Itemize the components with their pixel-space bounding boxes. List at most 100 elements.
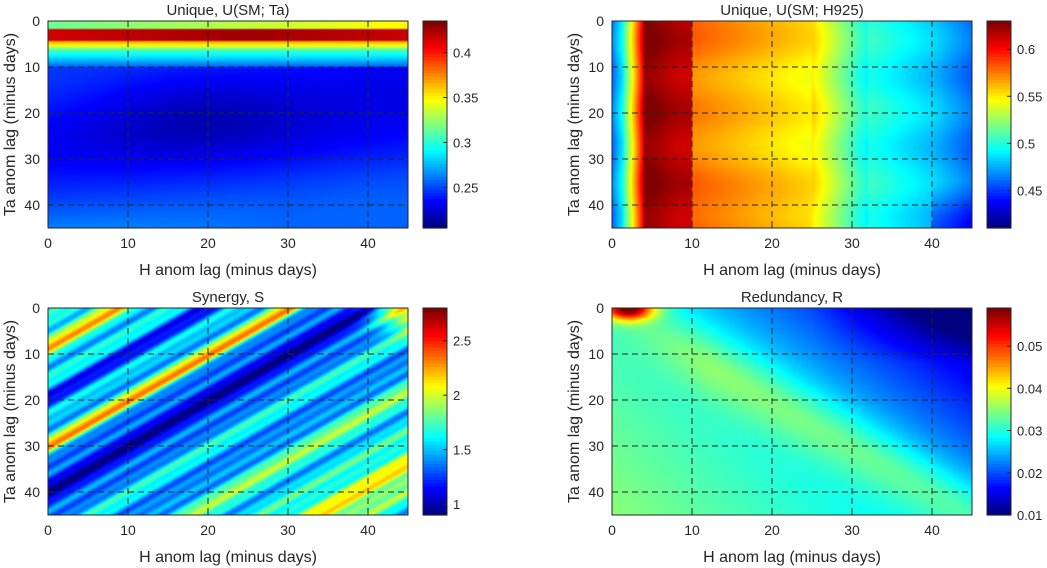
colorbar-segment xyxy=(423,508,447,513)
x-tick-label: 0 xyxy=(44,235,52,251)
y-tick-label: 40 xyxy=(24,484,40,500)
colorbar-segment xyxy=(987,202,1011,206)
colorbar-segment xyxy=(423,173,447,177)
colorbar-segment xyxy=(423,59,447,64)
colorbar-segment xyxy=(987,101,1011,106)
colorbar-segment xyxy=(987,489,1011,493)
colorbar-segment xyxy=(423,137,447,142)
colorbar-segment xyxy=(423,505,447,510)
colorbar-segment xyxy=(423,343,447,348)
colorbar-segment xyxy=(423,114,447,119)
x-tick-label: 30 xyxy=(844,235,860,251)
colorbar-segment xyxy=(423,498,447,503)
x-tick-label: 20 xyxy=(764,522,780,538)
colorbar-tick-label: 0.25 xyxy=(453,181,478,196)
colorbar: 0.25 0.3 0.35 0.4 xyxy=(422,20,478,229)
y-axis-label: Ta anom lag (minus days) xyxy=(566,33,583,216)
heatmap-image xyxy=(48,308,408,515)
colorbar-segment xyxy=(423,398,447,403)
colorbar-segment xyxy=(987,24,1011,29)
colorbar-segment xyxy=(423,333,447,338)
colorbar-segment xyxy=(423,176,447,181)
colorbar-segment xyxy=(423,130,447,135)
colorbar-segment xyxy=(423,147,447,151)
colorbar-segment xyxy=(423,195,447,200)
colorbar-segment xyxy=(423,482,447,487)
colorbar-segment xyxy=(987,492,1011,497)
colorbar-segment xyxy=(987,495,1011,500)
colorbar-segment xyxy=(987,63,1011,67)
colorbar-segment xyxy=(987,192,1011,197)
colorbar-segment xyxy=(987,160,1011,164)
colorbar-segment xyxy=(987,46,1011,51)
x-axis-label: H anom lag (minus days) xyxy=(703,262,881,279)
colorbar-segment xyxy=(987,453,1011,458)
chart-title: Unique, U(SM; Ta) xyxy=(166,2,289,19)
colorbar-segment xyxy=(423,202,447,206)
colorbar-segment xyxy=(987,362,1011,367)
colorbar-segment xyxy=(423,356,447,361)
x-tick-label: 0 xyxy=(608,522,616,538)
colorbar-segment xyxy=(987,346,1011,351)
colorbar-segment xyxy=(987,224,1011,229)
colorbar-segment xyxy=(423,111,447,116)
colorbar-segment xyxy=(987,482,1011,487)
y-tick-label: 10 xyxy=(588,59,604,75)
colorbar-segment xyxy=(987,173,1011,177)
colorbar-segment xyxy=(987,320,1011,325)
x-tick-label: 40 xyxy=(924,522,940,538)
colorbar-segment xyxy=(987,53,1011,58)
colorbar-segment xyxy=(423,469,447,474)
colorbar-segment xyxy=(987,169,1011,174)
colorbar-segment xyxy=(987,430,1011,435)
colorbar-segment xyxy=(423,388,447,393)
colorbar-segment xyxy=(423,466,447,471)
x-axis-label: H anom lag (minus days) xyxy=(139,549,317,566)
colorbar-segment xyxy=(987,218,1011,223)
colorbar-tick-label: 0.01 xyxy=(1017,508,1042,523)
colorbar-segment xyxy=(987,134,1011,139)
y-axis-label: Ta anom lag (minus days) xyxy=(2,33,19,216)
colorbar-segment xyxy=(423,405,447,409)
colorbar-segment xyxy=(423,134,447,139)
colorbar-segment xyxy=(987,182,1011,187)
colorbar-segment xyxy=(987,198,1011,203)
colorbar-segment xyxy=(423,198,447,203)
x-tick-label: 40 xyxy=(924,235,940,251)
colorbar-segment xyxy=(423,434,447,438)
colorbar-segment xyxy=(987,424,1011,429)
colorbar-segment xyxy=(423,160,447,164)
colorbar-segment xyxy=(987,79,1011,84)
colorbar-segment xyxy=(987,37,1011,42)
colorbar-segment xyxy=(987,33,1011,38)
colorbar-segment xyxy=(423,53,447,58)
colorbar-segment xyxy=(987,414,1011,419)
colorbar-segment xyxy=(987,472,1011,477)
colorbar-segment xyxy=(987,127,1011,132)
colorbar-segment xyxy=(423,66,447,71)
x-tick-label: 10 xyxy=(120,235,136,251)
heatmap-image xyxy=(612,308,972,515)
colorbar-segment xyxy=(423,108,447,113)
colorbar-segment xyxy=(423,463,447,468)
colorbar-segment xyxy=(423,324,447,329)
colorbar-segment xyxy=(987,417,1011,422)
colorbar-segment xyxy=(987,440,1011,445)
colorbar-segment xyxy=(987,356,1011,361)
colorbar-segment xyxy=(423,424,447,429)
colorbar-segment xyxy=(987,95,1011,100)
colorbar-segment xyxy=(987,343,1011,348)
colorbar-segment xyxy=(987,85,1011,90)
colorbar-segment xyxy=(987,427,1011,432)
colorbar-segment xyxy=(423,440,447,445)
colorbar-segment xyxy=(423,208,447,213)
colorbar-segment xyxy=(987,502,1011,506)
colorbar-segment xyxy=(987,340,1011,345)
y-tick-label: 10 xyxy=(588,346,604,362)
chart-title: Synergy, S xyxy=(192,289,264,306)
colorbar-segment xyxy=(423,82,447,87)
colorbar-segment xyxy=(423,392,447,396)
colorbar-segment xyxy=(987,153,1011,158)
colorbar-segment xyxy=(987,369,1011,374)
colorbar-segment xyxy=(423,56,447,61)
